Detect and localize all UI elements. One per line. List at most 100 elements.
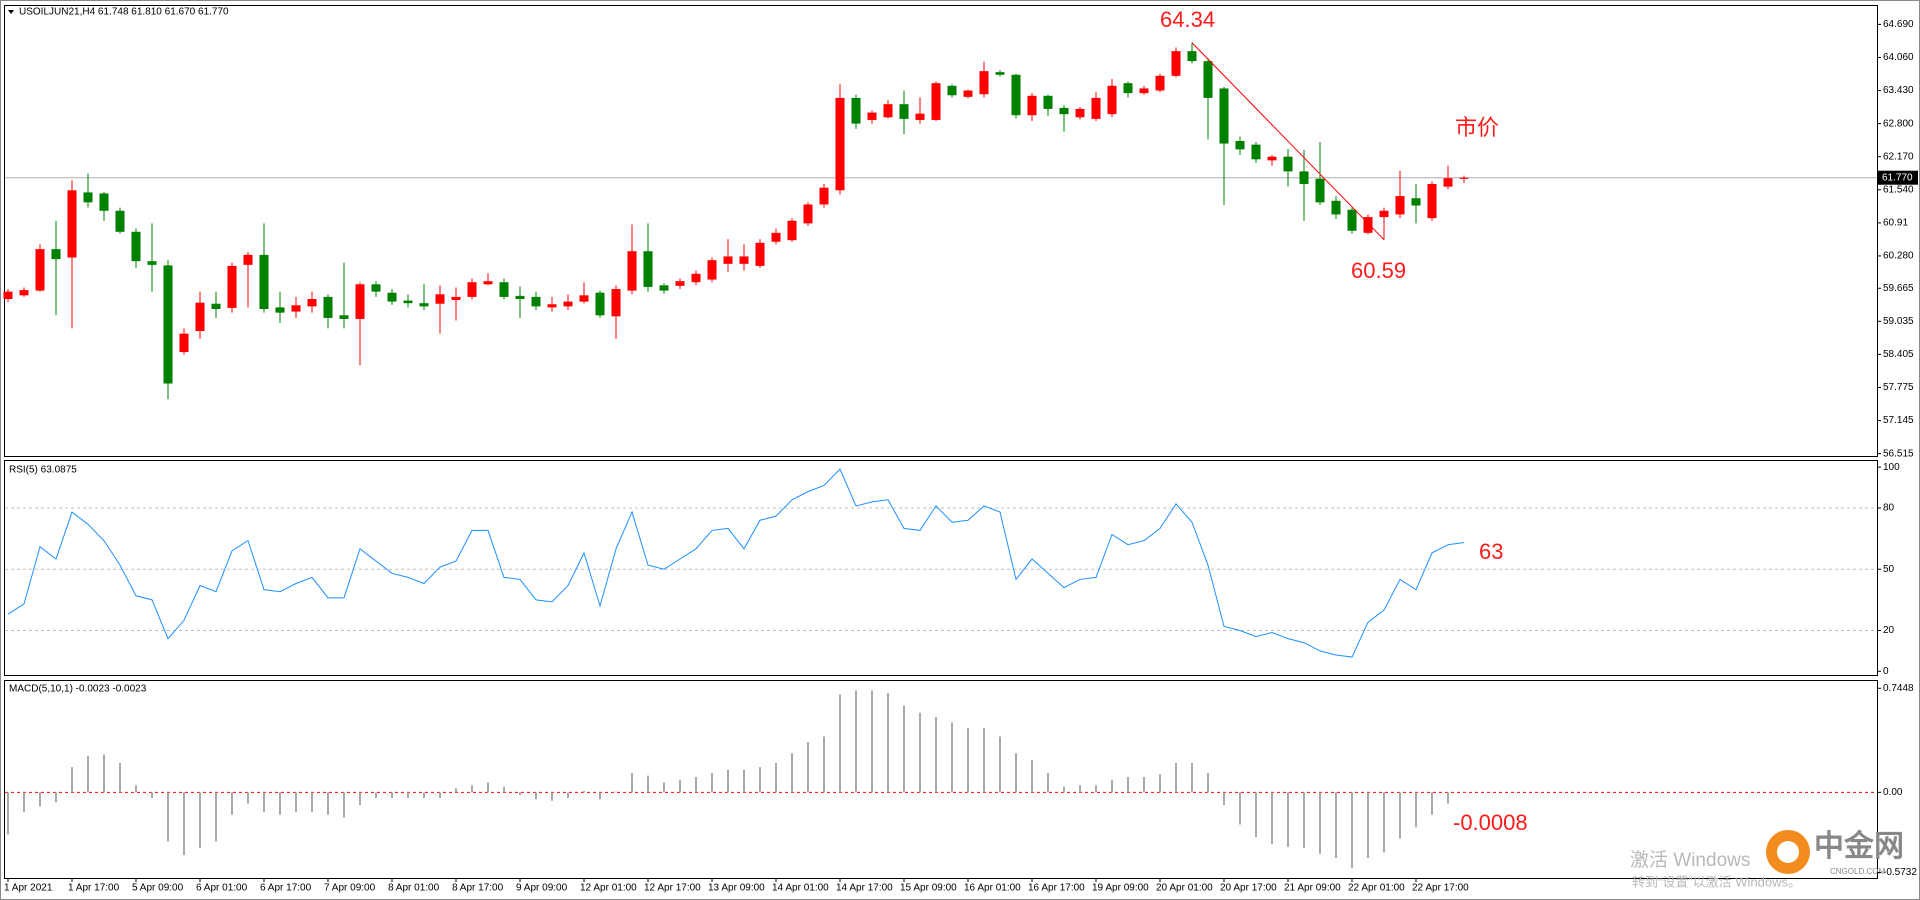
x-tick-label: 1 Apr 2021 xyxy=(4,883,53,894)
y-tick-label: -0.5732 xyxy=(1883,867,1917,878)
market-price-annotation: 市价 xyxy=(1455,115,1499,140)
candle-body xyxy=(1283,156,1293,172)
x-tick-label: 14 Apr 01:00 xyxy=(772,883,829,894)
candle-body xyxy=(99,193,109,211)
candle-body xyxy=(899,104,909,119)
candle-body xyxy=(1267,156,1277,161)
candle-body xyxy=(1363,217,1373,233)
x-tick-label: 15 Apr 09:00 xyxy=(900,883,957,894)
candle-body xyxy=(1011,74,1021,116)
candle-body xyxy=(771,232,781,242)
candle-body xyxy=(467,282,477,297)
candle-body xyxy=(611,289,621,317)
candle-body xyxy=(275,307,285,313)
logo-domain: CNGOLD.COM xyxy=(1830,867,1885,876)
candle-body xyxy=(419,303,429,307)
candle-body xyxy=(755,242,765,266)
y-tick-label: 50 xyxy=(1883,564,1895,575)
y-tick-label: 56.515 xyxy=(1883,448,1914,459)
candle-body xyxy=(147,261,157,265)
candle-body xyxy=(1443,178,1453,187)
candle-body xyxy=(435,294,445,304)
candle-body xyxy=(963,90,973,97)
candle-body xyxy=(979,71,989,95)
candle-body xyxy=(947,85,957,96)
candle-body xyxy=(1459,177,1469,179)
y-tick-label: 0 xyxy=(1883,666,1889,677)
candle-body xyxy=(1411,198,1421,206)
candle-body xyxy=(243,254,253,265)
rsi-annotation: 63 xyxy=(1479,539,1503,564)
candle-body xyxy=(819,187,829,205)
candle-body xyxy=(1187,51,1197,62)
candle-body xyxy=(307,298,317,307)
y-tick-label: 62.800 xyxy=(1883,118,1914,129)
candle-body xyxy=(67,190,77,258)
candle-body xyxy=(179,333,189,353)
candle-body xyxy=(1299,171,1309,185)
candle-body xyxy=(83,192,93,203)
y-tick-label: 59.035 xyxy=(1883,316,1914,327)
candle-body xyxy=(163,265,173,384)
candle-body xyxy=(211,303,221,309)
candle-body xyxy=(915,113,925,120)
candle-body xyxy=(291,305,301,312)
candle-body xyxy=(1139,88,1149,94)
y-tick-label: 60.91 xyxy=(1883,218,1908,229)
candle-body xyxy=(1251,144,1261,160)
candle-body xyxy=(1123,83,1133,94)
candle-body xyxy=(707,260,717,280)
logo-name: 中金网 xyxy=(1814,829,1904,863)
candle-body xyxy=(371,284,381,292)
macd-annotation: -0.0008 xyxy=(1453,810,1528,835)
x-tick-label: 12 Apr 17:00 xyxy=(644,883,701,894)
candle-body xyxy=(691,273,701,283)
candle-body xyxy=(483,281,493,285)
y-tick-label: 63.430 xyxy=(1883,85,1914,96)
candle-body xyxy=(35,249,45,291)
y-tick-label: 57.775 xyxy=(1883,382,1914,393)
trend-line xyxy=(1191,42,1385,241)
candle-body xyxy=(1347,209,1357,231)
candle-body xyxy=(659,285,669,291)
candle-body xyxy=(739,256,749,264)
current-price-label: 61.770 xyxy=(1882,172,1913,183)
x-tick-label: 21 Apr 09:00 xyxy=(1284,883,1341,894)
x-tick-label: 6 Apr 01:00 xyxy=(196,883,248,894)
candle-body xyxy=(595,292,605,316)
candle-body xyxy=(563,301,573,307)
candle-body xyxy=(1155,75,1165,91)
candle-body xyxy=(1107,85,1117,115)
y-tick-label: 64.690 xyxy=(1883,19,1914,30)
candle-body xyxy=(339,315,349,319)
y-tick-label: 57.145 xyxy=(1883,415,1914,426)
high-annotation: 64.34 xyxy=(1160,7,1215,32)
candle-body xyxy=(787,220,797,241)
x-tick-label: 9 Apr 09:00 xyxy=(516,883,568,894)
x-tick-label: 22 Apr 01:00 xyxy=(1348,883,1405,894)
candle-body xyxy=(515,295,525,299)
x-tick-label: 19 Apr 09:00 xyxy=(1092,883,1149,894)
candle-body xyxy=(1331,200,1341,215)
x-tick-label: 22 Apr 17:00 xyxy=(1412,883,1469,894)
x-tick-label: 14 Apr 17:00 xyxy=(836,883,893,894)
candle-body xyxy=(227,265,237,308)
y-tick-label: 59.665 xyxy=(1883,283,1914,294)
candle-body xyxy=(995,72,1005,75)
x-tick-label: 8 Apr 17:00 xyxy=(452,883,504,894)
rsi-panel xyxy=(4,460,1878,676)
y-tick-label: 60.280 xyxy=(1883,251,1914,262)
y-tick-label: 62.170 xyxy=(1883,151,1914,162)
candle-body xyxy=(547,304,557,308)
candle-body xyxy=(1219,88,1229,144)
rsi-title: RSI(5) 63.0875 xyxy=(9,465,77,476)
x-tick-label: 7 Apr 09:00 xyxy=(324,883,376,894)
candle-body xyxy=(675,281,685,286)
candle-body xyxy=(1203,61,1213,98)
candle-body xyxy=(851,97,861,124)
candle-body xyxy=(531,296,541,307)
candle-body xyxy=(867,112,877,120)
y-tick-label: 0.7448 xyxy=(1883,683,1914,694)
logo-inner xyxy=(1777,841,1799,863)
